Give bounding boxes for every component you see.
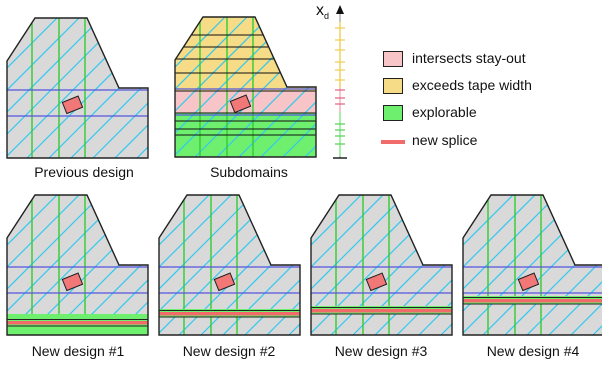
diagonal-ply	[311, 195, 404, 335]
diagonal-ply	[92, 195, 148, 335]
panel-outline	[174, 16, 317, 158]
diagonal-ply	[311, 195, 382, 335]
subdomain-band	[175, 73, 316, 91]
diagonal-ply	[175, 17, 268, 157]
stay-out-region	[61, 95, 84, 115]
diagonal-ply	[244, 195, 300, 335]
diagonal-ply	[463, 195, 556, 335]
diagonal-ply	[526, 195, 602, 335]
panel-outline	[6, 17, 149, 159]
caption-previous-design: Previous design	[34, 164, 134, 180]
diagonal-ply	[260, 17, 316, 157]
stay-out-region	[229, 94, 252, 114]
diagonal-ply	[7, 195, 100, 335]
new-splice	[311, 309, 452, 313]
new-splice	[159, 312, 300, 316]
diagonal-ply	[178, 195, 300, 335]
caption-new-design-2: New design #2	[182, 343, 276, 359]
diagonal-ply	[92, 18, 148, 158]
diagonal-ply	[482, 195, 602, 335]
stay-out-region	[365, 272, 388, 292]
panel-background	[159, 195, 300, 335]
legend-swatch-explorable	[383, 105, 403, 121]
diagonal-ply	[570, 195, 602, 335]
panel-background	[7, 18, 148, 158]
diagonal-ply	[282, 17, 316, 157]
panel-background	[7, 195, 148, 335]
diagonal-ply	[26, 18, 148, 158]
panel-outline	[158, 194, 301, 336]
xd-axis-label-main: x	[316, 2, 324, 19]
legend-label-intersects: intersects stay-out	[412, 50, 526, 66]
legend-label-explorable: explorable	[412, 104, 477, 120]
legend-swatch-intersects	[383, 51, 403, 67]
caption-new-design-1: New design #1	[31, 343, 125, 359]
diagonal-ply	[114, 18, 148, 158]
diagonal-ply	[463, 195, 534, 335]
panel-outline	[6, 194, 149, 336]
stay-out-region	[213, 272, 236, 292]
caption-subdomains: Subdomains	[210, 164, 288, 180]
caption-new-design-3: New design #3	[334, 343, 428, 359]
panel-new-design-2	[158, 194, 301, 336]
diagonal-ply	[7, 195, 78, 335]
diagonal-ply	[70, 195, 148, 335]
panel-background	[311, 195, 452, 335]
xd-axis-arrow	[336, 5, 344, 14]
stay-out-region	[61, 272, 84, 292]
diagonal-ply	[7, 18, 100, 158]
stay-out-region	[517, 272, 540, 292]
panel-new-design-1	[6, 194, 149, 336]
diagonal-ply	[548, 195, 602, 335]
xd-axis-label-sub: d	[324, 11, 330, 22]
legend-swatch-exceeds	[383, 78, 403, 94]
diagonal-ply	[194, 17, 316, 157]
diagonal-ply	[222, 195, 300, 335]
diagonal-ply	[175, 17, 246, 157]
diagonal-ply	[114, 195, 148, 335]
legend-label-splice: new splice	[412, 132, 478, 148]
panel-outline	[310, 194, 453, 336]
diagonal-ply	[159, 195, 230, 335]
xd-axis	[333, 5, 347, 159]
diagonal-ply	[238, 17, 316, 157]
xd-axis-label: xd	[316, 2, 329, 21]
caption-new-design-4: New design #4	[486, 343, 580, 359]
legend-line-splice	[381, 140, 405, 144]
subdomain-band	[175, 17, 316, 73]
panel-outline	[462, 194, 602, 336]
legend-label-exceeds: exceeds tape width	[412, 77, 532, 93]
diagonal-ply	[7, 18, 78, 158]
new-splice	[7, 321, 148, 325]
diagonal-ply	[266, 195, 300, 335]
diagonal-ply	[159, 195, 252, 335]
new-splice	[463, 299, 602, 303]
diagonal-ply	[70, 18, 148, 158]
diagonal-ply	[26, 195, 148, 335]
